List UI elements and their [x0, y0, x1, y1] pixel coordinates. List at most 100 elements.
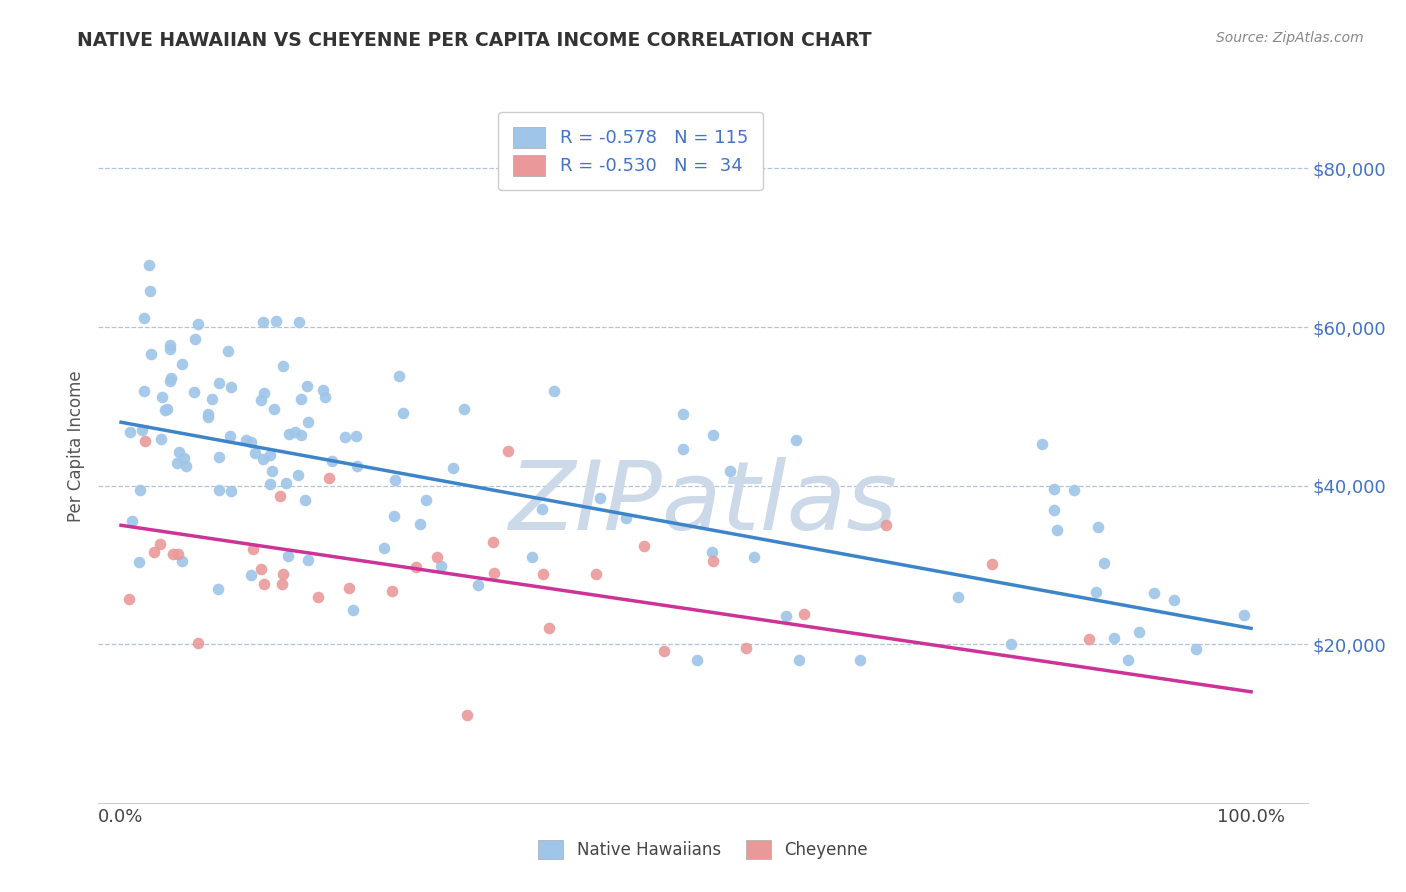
Point [170, 554, 193, 568]
Point [170, 357, 193, 371]
Point [271, 566, 294, 581]
Point [208, 376, 231, 390]
Point [131, 423, 153, 437]
Point [183, 384, 205, 399]
Point [392, 406, 415, 420]
Point [742, 549, 765, 564]
Point [373, 541, 395, 556]
Point [1000, 637, 1022, 651]
Point [344, 429, 367, 443]
Point [585, 566, 607, 581]
Point [269, 490, 291, 504]
Point [543, 384, 565, 398]
Text: ZIPatlas: ZIPatlas [509, 457, 897, 549]
Point [208, 450, 231, 464]
Point [384, 473, 406, 487]
Point [243, 446, 266, 460]
Point [276, 476, 298, 491]
Point [1232, 608, 1254, 623]
Point [346, 458, 368, 473]
Point [159, 338, 181, 352]
Point [128, 555, 150, 569]
Point [187, 318, 209, 332]
Point [537, 622, 560, 636]
Point [467, 578, 489, 592]
Point [120, 425, 142, 439]
Point [875, 517, 897, 532]
Point [218, 428, 240, 442]
Point [162, 547, 184, 561]
Legend: Native Hawaiians, Cheyenne: Native Hawaiians, Cheyenne [531, 833, 875, 866]
Point [1185, 642, 1208, 657]
Point [453, 401, 475, 416]
Point [138, 258, 160, 272]
Point [128, 483, 150, 497]
Point [271, 359, 294, 373]
Point [342, 603, 364, 617]
Point [1163, 593, 1185, 607]
Point [589, 491, 612, 505]
Point [1143, 586, 1166, 600]
Point [166, 456, 188, 470]
Point [333, 430, 356, 444]
Point [718, 464, 741, 478]
Point [1043, 483, 1066, 497]
Point [1087, 520, 1109, 534]
Point [522, 550, 544, 565]
Point [307, 590, 329, 604]
Point [789, 653, 811, 667]
Point [118, 592, 141, 607]
Point [530, 501, 553, 516]
Point [1128, 625, 1150, 640]
Point [652, 644, 675, 658]
Point [415, 492, 437, 507]
Point [702, 428, 724, 442]
Point [253, 386, 276, 401]
Point [614, 511, 637, 525]
Point [142, 544, 165, 558]
Point [382, 508, 405, 523]
Point [946, 590, 969, 604]
Point [262, 464, 284, 478]
Point [633, 539, 655, 553]
Point [287, 467, 309, 482]
Point [702, 554, 724, 568]
Point [156, 402, 179, 417]
Point [318, 471, 340, 485]
Point [239, 434, 262, 449]
Text: NATIVE HAWAIIAN VS CHEYENNE PER CAPITA INCOME CORRELATION CHART: NATIVE HAWAIIAN VS CHEYENNE PER CAPITA I… [77, 31, 872, 50]
Point [290, 392, 312, 406]
Point [240, 568, 263, 582]
Point [1118, 653, 1140, 667]
Point [167, 445, 190, 459]
Point [219, 380, 242, 394]
Point [672, 407, 695, 421]
Point [121, 514, 143, 528]
Point [166, 547, 188, 561]
Point [297, 379, 319, 393]
Point [263, 402, 285, 417]
Point [208, 483, 231, 497]
Point [1043, 503, 1066, 517]
Point [217, 343, 239, 358]
Point [1078, 632, 1101, 646]
Point [496, 443, 519, 458]
Point [159, 374, 181, 388]
Point [481, 535, 503, 549]
Point [132, 384, 155, 399]
Point [1084, 584, 1107, 599]
Point [187, 636, 209, 650]
Point [441, 461, 464, 475]
Point [793, 607, 815, 622]
Point [252, 452, 274, 467]
Point [1063, 483, 1085, 497]
Point [197, 407, 219, 421]
Point [159, 342, 181, 356]
Point [264, 314, 287, 328]
Point [153, 403, 176, 417]
Point [259, 448, 281, 462]
Point [242, 542, 264, 557]
Point [249, 393, 271, 408]
Point [1031, 437, 1053, 451]
Point [139, 284, 162, 298]
